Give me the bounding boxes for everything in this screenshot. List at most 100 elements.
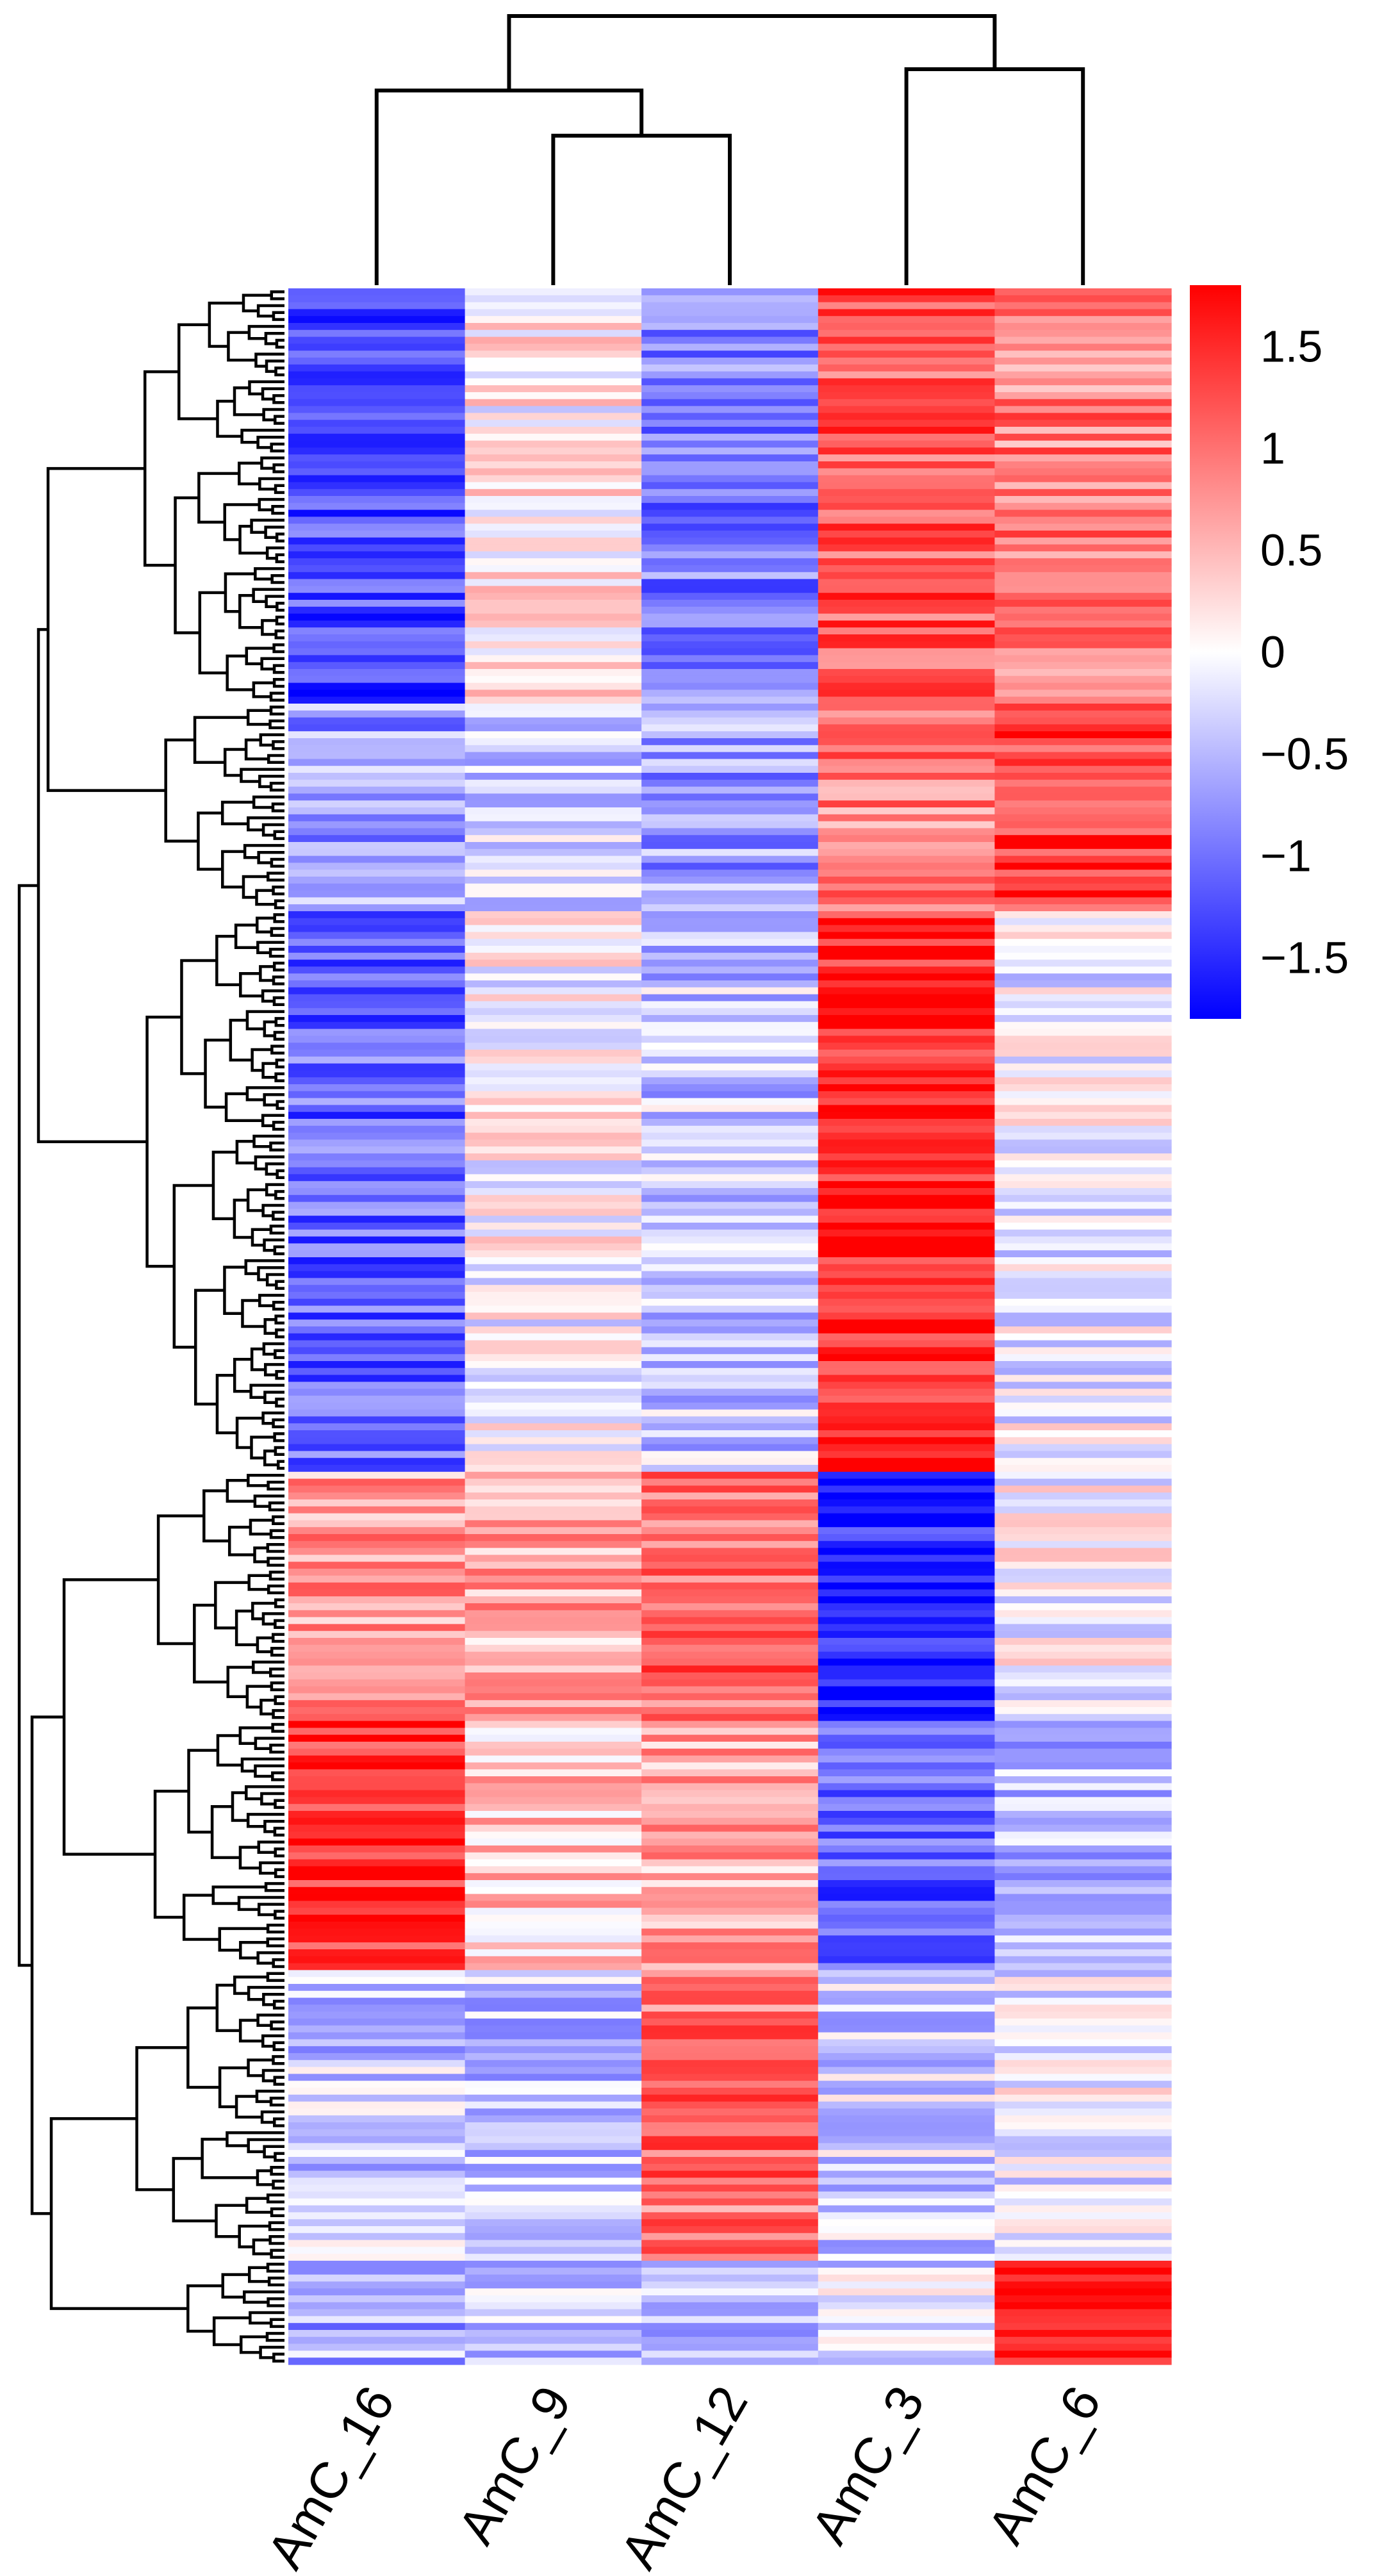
row-dendrogram-link bbox=[235, 2095, 263, 2119]
heatmap-cell bbox=[288, 461, 466, 469]
row-dendrogram-link bbox=[276, 1100, 284, 1110]
heatmap-cell bbox=[641, 544, 819, 552]
heatmap-cell bbox=[994, 2295, 1172, 2303]
heatmap-cell bbox=[994, 752, 1172, 759]
heatmap-cell bbox=[465, 655, 642, 663]
heatmap-cell bbox=[641, 1589, 819, 1597]
row-dendrogram-link bbox=[245, 1086, 284, 1102]
heatmap-cell bbox=[641, 1859, 819, 1867]
row-dendrogram-link bbox=[264, 331, 284, 345]
heatmap-cell bbox=[994, 1396, 1172, 1403]
heatmap-cell bbox=[818, 482, 995, 490]
heatmap-cell bbox=[994, 1859, 1172, 1867]
heatmap-cell bbox=[994, 2039, 1172, 2047]
heatmap-cell bbox=[288, 1077, 466, 1085]
heatmap-cell bbox=[465, 1506, 642, 1514]
heatmap-cell bbox=[641, 1105, 819, 1112]
heatmap-cell bbox=[641, 1686, 819, 1694]
heatmap-cell bbox=[818, 1153, 995, 1161]
heatmap-cell bbox=[641, 2226, 819, 2234]
heatmap-cell bbox=[288, 1651, 466, 1659]
heatmap-cell bbox=[994, 1894, 1172, 1901]
heatmap-cell bbox=[465, 420, 642, 427]
heatmap-cell bbox=[641, 2143, 819, 2151]
heatmap-cell bbox=[288, 454, 466, 462]
heatmap-cell bbox=[641, 1298, 819, 1307]
row-dendrogram-link bbox=[254, 1155, 284, 1171]
heatmap-cell bbox=[641, 1852, 819, 1860]
row-dendrogram-link bbox=[259, 2345, 284, 2359]
row-dendrogram-link bbox=[193, 716, 249, 764]
heatmap-cell bbox=[994, 669, 1172, 677]
row-dendrogram-link bbox=[247, 325, 284, 340]
heatmap-cell bbox=[465, 1984, 642, 1992]
heatmap-cell bbox=[465, 1043, 642, 1050]
heatmap-cell bbox=[288, 1485, 466, 1493]
heatmap-cell bbox=[465, 1257, 642, 1265]
row-dendrogram-link bbox=[253, 1494, 284, 1508]
heatmap-cell bbox=[288, 1028, 466, 1036]
row-dendrogram-link bbox=[262, 408, 284, 422]
heatmap-cell bbox=[465, 800, 642, 808]
heatmap-cell bbox=[641, 2261, 819, 2268]
heatmap-cell bbox=[994, 2004, 1172, 2012]
heatmap-cell bbox=[641, 2060, 819, 2068]
heatmap-cell bbox=[818, 2330, 995, 2338]
heatmap-cell bbox=[994, 759, 1172, 766]
heatmap-cell bbox=[641, 863, 819, 870]
heatmap-cell bbox=[994, 2212, 1172, 2220]
heatmap-cell bbox=[818, 1499, 995, 1507]
heatmap-cell bbox=[994, 807, 1172, 815]
heatmap-cell bbox=[994, 358, 1172, 365]
heatmap-cell bbox=[288, 1292, 466, 1300]
row-dendrogram-link bbox=[224, 1092, 263, 1122]
heatmap-cell bbox=[994, 1001, 1172, 1009]
heatmap-cell bbox=[288, 2302, 466, 2310]
heatmap-cell bbox=[465, 572, 642, 580]
heatmap-cell bbox=[818, 1824, 995, 1832]
heatmap-cell bbox=[641, 1762, 819, 1770]
heatmap-cell bbox=[465, 1672, 642, 1680]
heatmap-cell bbox=[641, 786, 819, 794]
column-dendrogram bbox=[374, 14, 1085, 285]
heatmap-cell bbox=[465, 1942, 642, 1950]
heatmap-cell bbox=[994, 1527, 1172, 1535]
heatmap-cell bbox=[288, 1091, 466, 1099]
heatmap-cell bbox=[641, 697, 819, 704]
heatmap-cell bbox=[994, 1817, 1172, 1826]
row-dendrogram-link bbox=[193, 1603, 228, 1684]
heatmap-cell bbox=[818, 1603, 995, 1611]
row-dendrogram-link bbox=[30, 1715, 64, 2215]
heatmap-cell bbox=[994, 537, 1172, 545]
heatmap-cell bbox=[288, 1021, 466, 1030]
heatmap-cell bbox=[465, 1050, 642, 1057]
heatmap-cell bbox=[641, 1271, 819, 1278]
heatmap-cell bbox=[641, 2177, 819, 2185]
heatmap-cell bbox=[818, 378, 995, 386]
heatmap-cell bbox=[818, 2032, 995, 2040]
heatmap-cell bbox=[465, 427, 642, 434]
heatmap-cell bbox=[465, 440, 642, 448]
heatmap-cell bbox=[994, 745, 1172, 753]
row-dendrogram-link bbox=[272, 2055, 284, 2065]
heatmap-cell bbox=[641, 925, 819, 932]
heatmap-cell bbox=[818, 364, 995, 372]
row-dendrogram-link bbox=[164, 738, 199, 843]
heatmap-cell bbox=[288, 1713, 466, 1722]
row-dendrogram-link bbox=[257, 1903, 284, 1917]
heatmap-cell bbox=[818, 1229, 995, 1237]
heatmap-cell bbox=[465, 1485, 642, 1493]
heatmap-cell bbox=[288, 1382, 466, 1389]
heatmap-cell bbox=[465, 1540, 642, 1549]
heatmap-cell bbox=[465, 704, 642, 711]
heatmap-cell bbox=[465, 952, 642, 961]
heatmap-cell bbox=[641, 1063, 819, 1071]
heatmap-cell bbox=[818, 1036, 995, 1043]
column-label: AmC_12 bbox=[609, 2377, 759, 2576]
heatmap-cell bbox=[818, 1679, 995, 1687]
heatmap-cell bbox=[994, 952, 1172, 961]
heatmap-cell bbox=[288, 302, 466, 310]
heatmap-cell bbox=[818, 1333, 995, 1341]
heatmap-cell bbox=[465, 835, 642, 843]
heatmap-cell bbox=[641, 2219, 819, 2227]
